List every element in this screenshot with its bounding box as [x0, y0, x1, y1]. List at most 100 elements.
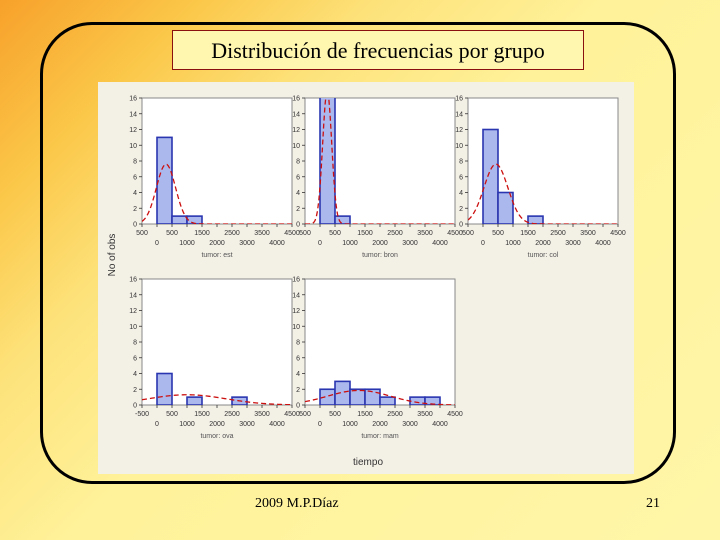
x-tick-label: 1500	[520, 230, 536, 237]
plot-area	[304, 278, 456, 406]
y-tick-label: 16	[129, 96, 137, 103]
y-tick-label: 4	[296, 190, 300, 197]
slide-frame	[40, 22, 676, 484]
x-tick-label: 4000	[432, 240, 448, 247]
x-tick-label: 4000	[269, 240, 285, 247]
x-tick-label: 2500	[224, 230, 240, 237]
x-tick-label: 3500	[417, 230, 433, 237]
histogram-bar	[186, 215, 203, 224]
x-tick-label: 1500	[194, 411, 210, 418]
x-tick-label: 2000	[372, 421, 388, 428]
histogram-bar	[171, 215, 188, 224]
y-tick-label: 4	[133, 190, 137, 197]
y-tick-label: 4	[133, 371, 137, 378]
y-tick-label: 2	[133, 387, 137, 394]
x-tick-label: 0	[318, 421, 322, 428]
y-tick-label: 12	[292, 127, 300, 134]
y-tick-label: 0	[296, 222, 300, 229]
x-axis-title: tiempo	[353, 457, 383, 468]
x-tick-label: 0	[155, 240, 159, 247]
histogram-bar	[349, 388, 366, 405]
y-tick-label: 10	[455, 143, 463, 150]
x-tick-label: -500	[135, 411, 149, 418]
x-tick-label: 500	[329, 230, 341, 237]
x-tick-label: 4500	[610, 230, 626, 237]
x-tick-label: 2000	[209, 421, 225, 428]
x-tick-label: 2000	[372, 240, 388, 247]
panel-caption: tumor: col	[528, 252, 559, 259]
x-tick-label: 3000	[402, 421, 418, 428]
y-tick-label: 0	[296, 403, 300, 410]
x-tick-label: 0	[155, 421, 159, 428]
x-tick-label: 3500	[254, 230, 270, 237]
y-tick-label: 2	[459, 206, 463, 213]
y-tick-label: 12	[129, 127, 137, 134]
x-tick-label: 500	[492, 230, 504, 237]
y-tick-label: 10	[292, 324, 300, 331]
x-tick-label: 3000	[565, 240, 581, 247]
panel-caption: tumor: bron	[362, 252, 398, 259]
y-tick-label: 6	[296, 174, 300, 181]
y-tick-label: 2	[133, 206, 137, 213]
panel-caption: tumor: ova	[200, 433, 233, 440]
histogram-bar	[319, 98, 336, 224]
x-tick-label: 2500	[224, 411, 240, 418]
x-tick-label: 1500	[357, 230, 373, 237]
y-tick-label: 8	[296, 159, 300, 166]
histogram-bar	[156, 136, 173, 224]
x-tick-label: 1000	[179, 421, 195, 428]
y-tick-label: 12	[292, 308, 300, 315]
page-number: 21	[646, 496, 660, 511]
y-tick-label: 6	[133, 355, 137, 362]
histogram-bar	[482, 128, 499, 224]
y-tick-label: 4	[459, 190, 463, 197]
x-tick-label: 500	[166, 411, 178, 418]
y-tick-label: 6	[459, 174, 463, 181]
x-tick-label: 1000	[179, 240, 195, 247]
y-tick-label: 16	[292, 277, 300, 284]
footer-author: 2009 M.P.Díaz	[255, 496, 339, 511]
y-tick-label: 6	[133, 174, 137, 181]
histogram-bar	[379, 396, 396, 405]
x-tick-label: 3500	[254, 411, 270, 418]
x-tick-label: 2500	[550, 230, 566, 237]
y-tick-label: 0	[133, 403, 137, 410]
normal-curve	[142, 394, 292, 405]
x-tick-label: 2000	[209, 240, 225, 247]
normal-curve	[142, 163, 292, 224]
panel-caption: tumor: est	[201, 252, 232, 259]
histogram-bar	[334, 215, 351, 224]
x-tick-label: 500	[299, 230, 311, 237]
histogram-figure: 0 2 4 6 8 10 12 14 16 500 500 1500 2500 3500 4500 0 1000…	[98, 82, 634, 474]
y-tick-label: 10	[292, 143, 300, 150]
x-tick-label: 1000	[342, 421, 358, 428]
x-tick-label: 3000	[239, 240, 255, 247]
x-tick-label: 3500	[580, 230, 596, 237]
y-tick-label: 6	[296, 355, 300, 362]
x-tick-label: 500	[166, 230, 178, 237]
y-tick-label: 8	[133, 159, 137, 166]
x-tick-label: 0	[481, 240, 485, 247]
y-tick-label: 10	[129, 143, 137, 150]
x-tick-label: 4500	[284, 411, 300, 418]
y-tick-label: 14	[129, 111, 137, 118]
x-tick-label: 4000	[595, 240, 611, 247]
y-tick-label: 2	[296, 387, 300, 394]
normal-curve	[468, 163, 618, 224]
x-tick-label: 2500	[387, 230, 403, 237]
x-tick-label: 3500	[417, 411, 433, 418]
x-tick-label: 1500	[194, 230, 210, 237]
y-tick-label: 16	[455, 96, 463, 103]
x-tick-label: 1500	[357, 411, 373, 418]
y-tick-label: 12	[129, 308, 137, 315]
x-tick-label: 500	[329, 411, 341, 418]
x-tick-label: 2000	[535, 240, 551, 247]
y-tick-label: 14	[455, 111, 463, 118]
histogram-bar	[424, 396, 441, 405]
histogram-bar	[186, 396, 203, 405]
histogram-bar	[156, 372, 173, 405]
x-tick-label: 4000	[432, 421, 448, 428]
y-tick-label: 8	[459, 159, 463, 166]
y-tick-label: 14	[292, 292, 300, 299]
